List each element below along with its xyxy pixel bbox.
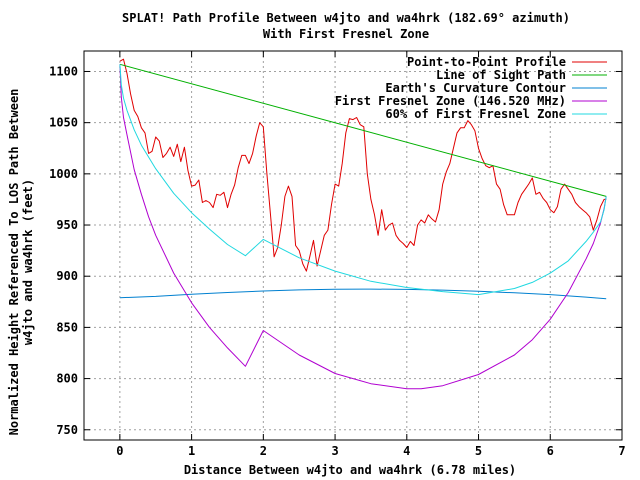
legend-label-fresnel: First Fresnel Zone (146.520 MHz) (335, 94, 566, 108)
y-tick-label: 800 (56, 372, 78, 386)
y-tick-label: 1000 (49, 167, 78, 181)
y-tick-label: 950 (56, 218, 78, 232)
y-axis-label-line1: Normalized Height Referenced To LOS Path… (7, 89, 21, 436)
y-tick-label: 1100 (49, 64, 78, 78)
y-tick-label: 1050 (49, 116, 78, 130)
chart-subtitle: With First Fresnel Zone (263, 27, 429, 41)
x-tick-label: 3 (331, 444, 338, 458)
plot-frame (83, 50, 623, 441)
legend-label-fresnel60: 60% of First Fresnel Zone (385, 107, 566, 121)
series-line-earth (119, 288, 607, 300)
x-tick-label: 6 (547, 444, 554, 458)
x-tick-label: 4 (403, 444, 410, 458)
series-line-fresnel60 (119, 64, 607, 296)
legend-label-profile: Point-to-Point Profile (407, 55, 566, 69)
series-layer (119, 58, 607, 390)
y-tick-label: 850 (56, 320, 78, 334)
x-tick-label: 7 (618, 444, 625, 458)
x-tick-label: 0 (116, 444, 123, 458)
x-tick-label: 1 (188, 444, 195, 458)
x-tick-label: 2 (260, 444, 267, 458)
legend-label-los: Line of Sight Path (436, 68, 566, 82)
legend-label-earth: Earth's Curvature Contour (385, 81, 566, 95)
x-tick-label: 5 (475, 444, 482, 458)
y-tick-label: 900 (56, 269, 78, 283)
axis-ticks: 0 1 2 3 4 5 6 7 750 800 850 900 950 1000 1050 1100 (49, 51, 626, 458)
series-line-fresnel (119, 64, 607, 390)
y-tick-label: 750 (56, 423, 78, 437)
chart-title: SPLAT! Path Profile Between w4jto and wa… (122, 11, 570, 25)
series-line-profile (119, 58, 607, 272)
y-axis-label-line2: w4jto and wa4hrk (feet) (21, 179, 35, 345)
series-line-los (119, 63, 607, 197)
x-axis-label: Distance Between w4jto and wa4hrk (6.78 … (184, 463, 516, 477)
